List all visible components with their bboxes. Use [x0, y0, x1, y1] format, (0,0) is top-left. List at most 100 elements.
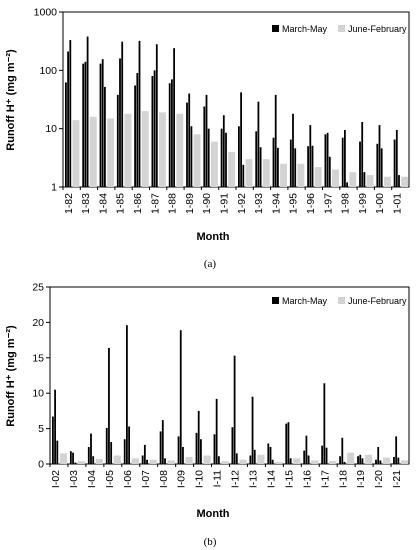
x-tick-label: 1-96 [305, 193, 317, 214]
legend-swatch-june-february [338, 297, 345, 304]
bar-june-february-i-18 [347, 452, 355, 464]
bar-march-may-1-83-1 [82, 63, 85, 187]
bar-march-may-1-84-1 [99, 63, 102, 187]
bar-june-february-1-91 [228, 151, 236, 187]
bar-march-may-1-86-1 [134, 85, 136, 187]
bar-march-may-i-14-2 [269, 447, 272, 464]
bar-march-may-i-15-2 [287, 422, 290, 464]
bar-march-may-1-00-1 [376, 143, 379, 187]
bar-march-may-1-97-1 [324, 134, 327, 187]
x-tick-label: I-06 [122, 470, 134, 488]
bar-march-may-1-85-3 [121, 41, 124, 188]
x-tick-label: I-05 [104, 470, 116, 488]
bar-march-may-i-18-2 [341, 437, 344, 464]
bar-march-may-i-08-1 [159, 431, 162, 464]
bar-march-may-i-16-2 [305, 435, 308, 464]
bar-march-may-1-01-3 [398, 175, 400, 187]
bar-march-may-i-08-2 [161, 420, 164, 464]
bar-march-may-1-82-1 [65, 82, 67, 187]
bar-march-may-i-02-2 [54, 389, 56, 464]
x-tick-label: 1-99 [357, 193, 369, 214]
x-tick-label: 1-94 [270, 193, 282, 214]
y-tick-label: 1 [51, 182, 57, 194]
bar-march-may-1-91-3 [225, 132, 227, 187]
bar-june-february-i-21 [400, 460, 409, 464]
bar-june-february-i-20 [382, 457, 391, 464]
x-ticks-a: 1-82 1-83 1-84 1-85 1-86 1-87 1-88 1-89 1-90 1-91… [62, 187, 404, 214]
bar-march-may-i-21-1 [393, 456, 395, 464]
bar-march-may-i-09-2 [179, 330, 182, 464]
bar-march-may-1-98-2 [344, 129, 346, 187]
bar-june-february-1-92 [245, 159, 253, 187]
bar-march-may-i-04-1 [87, 447, 90, 464]
x-tick-label: I-03 [68, 470, 80, 488]
bar-march-may-i-04-2 [90, 433, 92, 464]
bar-march-may-i-11-1 [213, 434, 216, 464]
x-tick-label: 1-95 [288, 193, 300, 214]
y-tick-label: 0 [38, 459, 44, 471]
bar-march-may-1-99-3 [363, 172, 366, 187]
bar-march-may-1-01-1 [393, 139, 396, 187]
legend-label-march-may: March-May [282, 296, 328, 306]
bar-march-may-1-96-1 [307, 146, 309, 187]
x-tick-label: I-10 [194, 470, 206, 488]
bar-march-may-1-85-2 [119, 58, 121, 188]
bar-june-february-1-01 [401, 176, 409, 187]
bar-march-may-i-05-2 [108, 347, 110, 464]
x-tick-label: I-19 [355, 470, 367, 488]
bar-june-february-1-84 [107, 118, 115, 187]
x-tick-label: I-20 [373, 470, 385, 488]
bar-march-may-i-21-2 [395, 436, 398, 464]
bar-june-february-1-88 [176, 113, 184, 187]
bar-june-february-1-89 [193, 134, 201, 187]
x-tick-label: I-04 [86, 470, 98, 488]
bar-march-may-1-83-2 [84, 61, 87, 187]
bar-june-february-1-98 [349, 172, 357, 187]
bar-march-may-1-01-2 [395, 129, 398, 187]
x-tick-label: 1-91 [219, 193, 231, 214]
y-tick-label: 5 [38, 423, 44, 435]
bar-march-may-i-07-1 [141, 455, 144, 464]
bar-june-february-i-09 [185, 456, 193, 464]
x-tick-label: 1-90 [201, 193, 213, 214]
x-tick-label: I-02 [50, 470, 62, 488]
bar-march-may-1-89-1 [186, 102, 188, 187]
x-tick-label: I-18 [337, 470, 349, 488]
bar-march-may-i-14-3 [271, 459, 274, 464]
bar-june-february-i-10 [203, 455, 211, 464]
legend-label-june-february: June-February [348, 24, 407, 34]
bar-march-may-i-10-3 [200, 439, 202, 464]
bar-june-february-i-11 [221, 461, 229, 464]
bar-march-may-i-07-3 [146, 459, 148, 464]
bar-march-may-i-20-2 [377, 447, 380, 464]
x-tick-label: 1-97 [322, 193, 334, 214]
bar-march-may-1-90-3 [207, 128, 210, 187]
bar-march-may-1-91-2 [222, 115, 225, 187]
bar-march-may-1-94-2 [274, 94, 277, 187]
bar-march-may-1-85-1 [116, 94, 119, 187]
bar-march-may-i-10-2 [197, 410, 200, 464]
x-tick-label: I-17 [319, 470, 331, 488]
bar-march-may-1-90-2 [205, 94, 208, 187]
bar-june-february-1-93 [262, 159, 270, 187]
bar-march-may-1-87-3 [155, 44, 158, 187]
x-tick-label: I-16 [301, 470, 313, 488]
bar-march-may-1-84-3 [104, 86, 106, 187]
bar-june-february-i-04 [95, 459, 103, 464]
bar-march-may-1-94-3 [277, 147, 279, 187]
y-ticks-b: 0 5 10 15 20 25 [32, 282, 50, 471]
bar-march-may-i-06-3 [128, 426, 130, 464]
y-tick-label: 100 [39, 65, 57, 77]
bar-march-may-1-95-1 [289, 139, 292, 187]
bar-march-may-1-92-1 [238, 126, 240, 187]
x-tick-label: I-12 [230, 470, 242, 488]
bar-june-february-i-02 [59, 453, 68, 464]
bar-march-may-i-06-2 [126, 325, 128, 464]
x-tick-label: 1-82 [63, 193, 75, 214]
panel-label-a: (a) [204, 258, 217, 270]
bar-march-may-1-96-3 [311, 145, 314, 187]
bar-march-may-1-97-2 [326, 132, 329, 187]
bar-june-february-1-96 [314, 167, 322, 187]
bar-march-may-i-03-2 [72, 452, 74, 464]
bar-march-may-1-99-2 [361, 122, 364, 187]
